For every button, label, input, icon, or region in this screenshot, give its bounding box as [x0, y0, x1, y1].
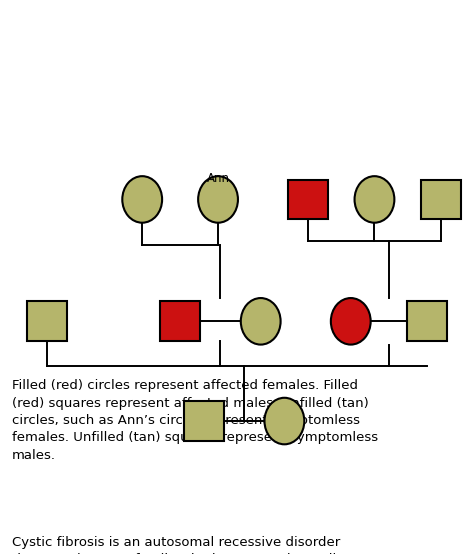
Ellipse shape — [264, 398, 304, 444]
Bar — [421, 179, 461, 219]
Ellipse shape — [241, 298, 281, 345]
Text: Cystic fibrosis is an autosomal recessive disorder
that runs in Ann’s family. Sh: Cystic fibrosis is an autosomal recessiv… — [12, 536, 366, 554]
Ellipse shape — [122, 176, 162, 223]
Ellipse shape — [331, 298, 371, 345]
Text: Ann: Ann — [207, 172, 229, 185]
Text: Filled (red) circles represent affected females. Filled
(red) squares represent : Filled (red) circles represent affected … — [12, 379, 378, 462]
Bar — [288, 179, 328, 219]
Ellipse shape — [355, 176, 394, 223]
Bar — [184, 401, 224, 441]
Bar — [407, 301, 447, 341]
Ellipse shape — [198, 176, 238, 223]
Bar — [27, 301, 67, 341]
Bar — [160, 301, 200, 341]
